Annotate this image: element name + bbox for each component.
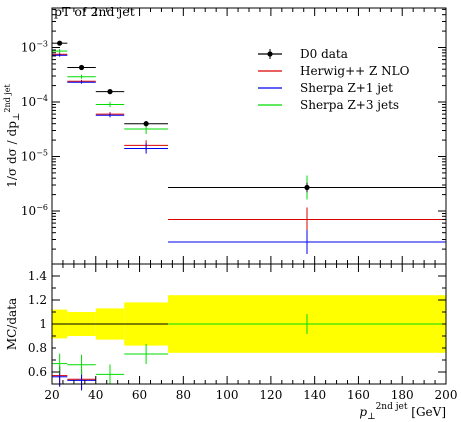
x-tick-label: 200	[435, 388, 458, 402]
ratio-y-tick-label: 0.6	[28, 365, 47, 379]
ratio-y-tick-label: 1.4	[28, 269, 47, 283]
x-tick-label: 180	[391, 388, 414, 402]
x-tick-label: 20	[44, 388, 59, 402]
x-tick-label: 60	[132, 388, 147, 402]
x-tick-label: 40	[88, 388, 103, 402]
ratio-y-axis-label: MC/data	[5, 298, 19, 350]
y-tick-label: 10−5	[21, 149, 48, 164]
chart-title: pT of 2nd jet	[54, 4, 135, 19]
data-point	[143, 121, 149, 127]
y-tick-label: 10−4	[21, 94, 48, 109]
x-axis-label: p⊥2nd jet [GeV]	[359, 402, 446, 422]
x-tick-label: 100	[216, 388, 239, 402]
y-axis-label: 1/σ dσ / dp⊥2nd jet	[3, 84, 22, 188]
data-point	[78, 64, 85, 71]
data-point	[304, 184, 310, 191]
main-plot	[52, 40, 446, 254]
x-tick-label: 140	[303, 388, 326, 402]
data-point	[107, 89, 113, 95]
y-tick-label: 10−3	[21, 40, 48, 55]
x-tick-label: 80	[176, 388, 191, 402]
ratio-y-tick-label: 1.2	[28, 293, 47, 307]
legend-label: Sherpa Z+1 jet	[300, 81, 393, 95]
main-frame	[51, 7, 447, 265]
x-tick-label: 120	[259, 388, 282, 402]
y-tick-label: 10−6	[21, 203, 48, 218]
ratio-y-tick-label: 1	[39, 317, 47, 331]
legend-label: D0 data	[300, 47, 348, 61]
axes: 20 40 60 80 100 120 140 160 180 20010−610−510−410…	[3, 7, 458, 422]
legend: D0 data Herwig++ Z NLO Sherpa Z+1 jet Sherp…	[258, 47, 410, 112]
legend-label: Sherpa Z+3 jets	[300, 98, 399, 112]
ratio-y-tick-label: 0.8	[28, 341, 47, 355]
x-tick-label: 160	[347, 388, 370, 402]
legend-label: Herwig++ Z NLO	[300, 64, 410, 78]
data-point	[57, 40, 63, 46]
ratio-plot	[52, 295, 446, 391]
